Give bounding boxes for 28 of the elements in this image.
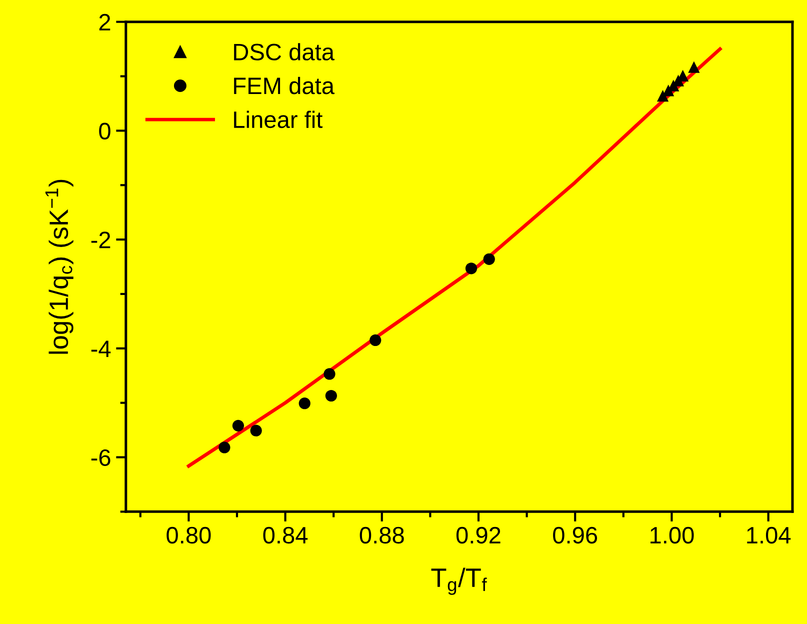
- point: [465, 262, 478, 274]
- y-tick-label: 0: [99, 122, 110, 140]
- legend-label: Linear fit: [234, 110, 323, 128]
- x-tick-label: 0.88: [360, 526, 404, 544]
- x-tick-label: 0.92: [456, 526, 500, 544]
- y-tick-label: 2: [99, 14, 110, 30]
- point: [324, 368, 336, 380]
- point: [218, 442, 230, 454]
- x-tick-label: 0.80: [166, 526, 211, 544]
- point: [688, 61, 700, 73]
- point: [656, 90, 669, 102]
- point: [298, 398, 310, 410]
- x-tick-label: 0.84: [263, 526, 308, 544]
- x-tick-label: 1.04: [747, 526, 791, 544]
- legend-label: FEM data: [234, 76, 334, 94]
- y-axis-title: log(1/q$_{c}$) (sK$^{−1}$): [45, 180, 74, 354]
- y-tick-label: -2: [91, 232, 110, 248]
- point: [370, 334, 382, 346]
- y-tick-label: -4: [91, 340, 111, 357]
- point: [232, 420, 244, 432]
- x-tick-label: 1.00: [650, 526, 694, 544]
- point: [325, 390, 337, 402]
- x-tick-label: 0.96: [553, 526, 598, 544]
- x-axis-title: T$_{g}$/T$_{f}$: [431, 568, 487, 595]
- point: [250, 424, 262, 436]
- y-tick-label: -6: [91, 449, 110, 466]
- point: [483, 253, 495, 265]
- legend-label: DSC data: [234, 43, 335, 60]
